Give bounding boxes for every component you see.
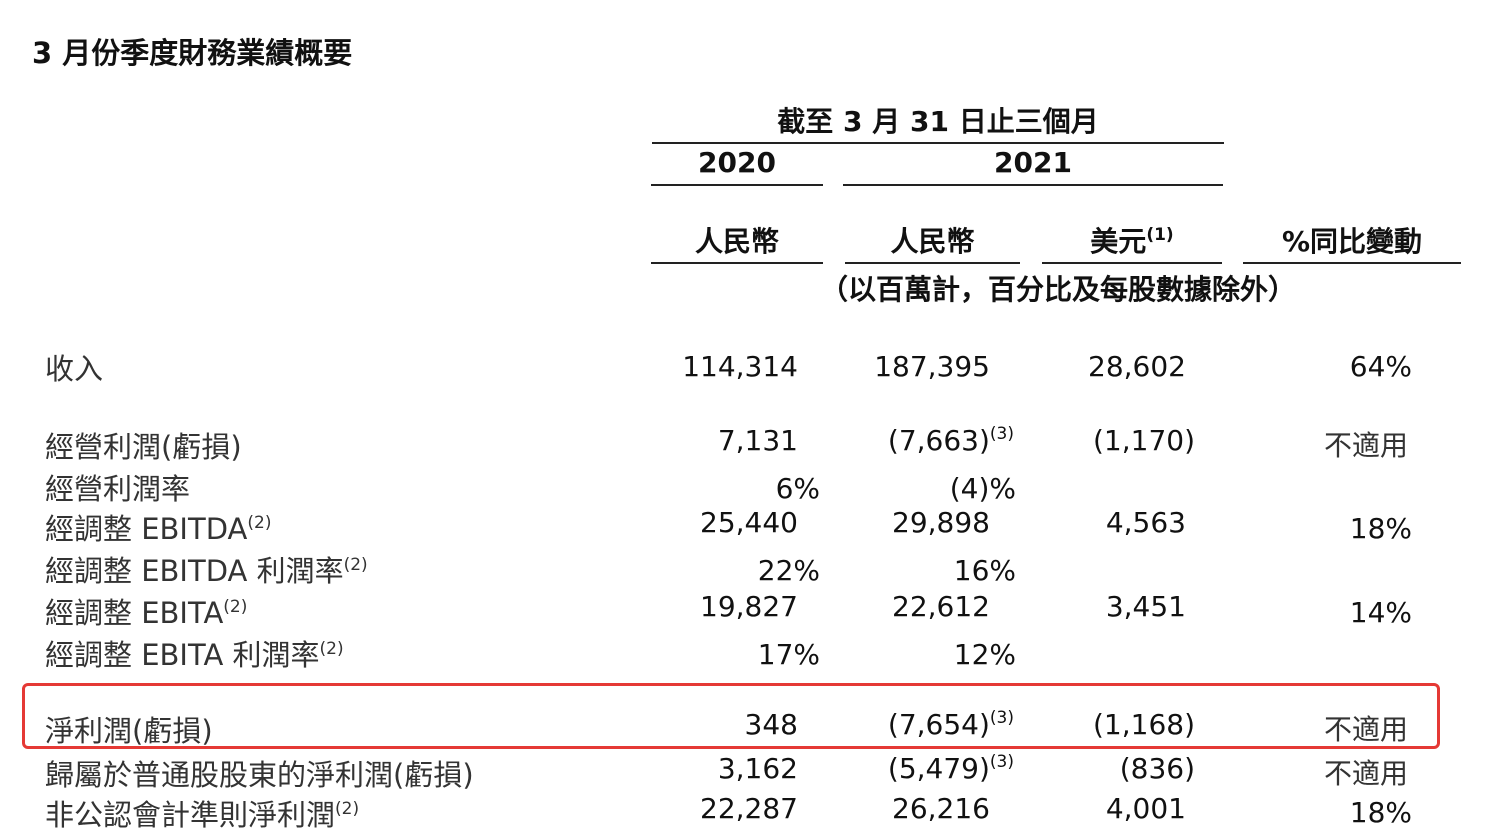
table-row-adjusted-ebita: 經調整 EBITA(2) 19,827 22,612 3,451 14% bbox=[0, 590, 1495, 630]
row-label: 歸屬於普通股股東的淨利潤(虧損) bbox=[45, 758, 474, 792]
year-2020-underline bbox=[651, 184, 823, 186]
row-label: 非公認會計準則淨利潤(2) bbox=[45, 792, 359, 834]
value-usd: 4,563 bbox=[1105, 506, 1186, 539]
value-2020: 3,162 bbox=[717, 752, 798, 785]
value-2021: (7,663)(3) bbox=[820, 424, 1014, 457]
table-row-net-profit: 淨利潤(虧損) 348 (7,654)(3) (1,168) 不適用 bbox=[0, 708, 1495, 748]
row-label-text: 經調整 EBITA 利潤率 bbox=[45, 638, 320, 672]
row-label-text: 非公認會計準則淨利潤 bbox=[45, 798, 336, 832]
value-usd: (1,168) bbox=[1092, 708, 1195, 741]
year-2021-header: 2021 bbox=[994, 146, 1072, 179]
col-header-usd-label: 美元 bbox=[1090, 225, 1147, 258]
col-header-yoy: %同比變動 bbox=[1281, 225, 1423, 258]
value-2020: 25,440 bbox=[700, 506, 798, 539]
value-2021: (7,654)(3) bbox=[820, 708, 1014, 741]
value-2021: 16% bbox=[953, 554, 1016, 587]
row-label-note: (2) bbox=[335, 799, 360, 819]
value-2021-note: (3) bbox=[989, 424, 1014, 444]
value-2021-note: (3) bbox=[989, 708, 1014, 728]
table-row-net-profit-to-shareholders: 歸屬於普通股股東的淨利潤(虧損) 3,162 (5,479)(3) (836) … bbox=[0, 752, 1495, 792]
period-header: 截至 3 月 31 日止三個月 bbox=[777, 105, 1099, 138]
row-label: 經調整 EBITDA 利潤率(2) bbox=[45, 548, 368, 590]
page-title: 3 月份季度財務業績概要 bbox=[32, 36, 353, 70]
value-2020: 22,287 bbox=[700, 792, 798, 825]
value-yoy: 不適用 bbox=[1323, 429, 1408, 462]
row-label: 經調整 EBITA 利潤率(2) bbox=[45, 632, 344, 674]
col-header-rmb-2021: 人民幣 bbox=[890, 225, 975, 258]
row-label: 經調整 EBITA(2) bbox=[45, 590, 247, 632]
highlight-box bbox=[22, 683, 1440, 749]
row-label-note: (2) bbox=[343, 555, 368, 575]
row-label-note: (2) bbox=[319, 639, 344, 659]
value-usd: (1,170) bbox=[1092, 424, 1195, 457]
value-usd: 4,001 bbox=[1105, 792, 1186, 825]
table-row-non-gaap-net-profit: 非公認會計準則淨利潤(2) 22,287 26,216 4,001 18% bbox=[0, 792, 1495, 832]
value-2020: 348 bbox=[744, 708, 798, 741]
value-2020: 6% bbox=[775, 472, 820, 505]
value-2021-number: (5,479) bbox=[887, 752, 990, 785]
value-2020: 114,314 bbox=[682, 350, 798, 383]
value-usd: 3,451 bbox=[1105, 590, 1186, 623]
row-label: 經調整 EBITDA(2) bbox=[45, 506, 271, 548]
value-2020: 22% bbox=[757, 554, 820, 587]
value-yoy: 不適用 bbox=[1323, 757, 1408, 790]
value-2021: 26,216 bbox=[892, 792, 990, 825]
value-2021-number: (7,663) bbox=[887, 424, 990, 457]
table-row-adjusted-ebitda-margin: 經調整 EBITDA 利潤率(2) 22% 16% bbox=[0, 548, 1495, 588]
col-header-rmb-2020: 人民幣 bbox=[694, 225, 779, 258]
value-usd: (836) bbox=[1119, 752, 1195, 785]
value-yoy: 64% bbox=[1349, 350, 1412, 383]
value-2021: 29,898 bbox=[892, 506, 990, 539]
value-2021-number: (7,654) bbox=[887, 708, 990, 741]
value-2021: (4)% bbox=[949, 472, 1016, 505]
value-2021-note: (3) bbox=[989, 752, 1014, 772]
col-underline-rmb-2021 bbox=[845, 262, 1020, 264]
col-underline-rmb-2020 bbox=[651, 262, 823, 264]
row-label-text: 經調整 EBITDA 利潤率 bbox=[45, 554, 344, 588]
value-yoy: 不適用 bbox=[1323, 713, 1408, 746]
row-label: 經營利潤率 bbox=[45, 472, 191, 506]
value-2021: 187,395 bbox=[874, 350, 990, 383]
table-row-operating-margin: 經營利潤率 6% (4)% bbox=[0, 466, 1495, 506]
row-label-text: 經調整 EBITA bbox=[45, 596, 224, 630]
table-row-adjusted-ebitda: 經調整 EBITDA(2) 25,440 29,898 4,563 18% bbox=[0, 506, 1495, 546]
row-label-text: 經調整 EBITDA bbox=[45, 512, 248, 546]
value-2021: 12% bbox=[953, 638, 1016, 671]
value-2020: 17% bbox=[757, 638, 820, 671]
value-2020: 7,131 bbox=[717, 424, 798, 457]
col-underline-usd bbox=[1042, 262, 1222, 264]
value-2020: 19,827 bbox=[700, 590, 798, 623]
year-2020-header: 2020 bbox=[698, 146, 776, 179]
row-label: 經營利潤(虧損) bbox=[45, 430, 242, 464]
year-2021-underline bbox=[843, 184, 1223, 186]
col-header-usd: 美元(1) bbox=[1042, 220, 1222, 260]
row-label: 淨利潤(虧損) bbox=[45, 714, 213, 748]
row-label-note: (2) bbox=[223, 597, 248, 617]
value-2021: (5,479)(3) bbox=[820, 752, 1014, 785]
row-label: 收入 bbox=[45, 352, 104, 386]
table-row-adjusted-ebita-margin: 經調整 EBITA 利潤率(2) 17% 12% bbox=[0, 632, 1495, 672]
value-yoy: 18% bbox=[1349, 512, 1412, 545]
value-yoy: 14% bbox=[1349, 596, 1412, 629]
value-2021: 22,612 bbox=[892, 590, 990, 623]
period-underline bbox=[652, 142, 1224, 144]
value-usd: 28,602 bbox=[1088, 350, 1186, 383]
table-row-operating-profit: 經營利潤(虧損) 7,131 (7,663)(3) (1,170) 不適用 bbox=[0, 424, 1495, 464]
table-row-revenue: 收入 114,314 187,395 28,602 64% bbox=[0, 346, 1495, 386]
col-header-usd-note: (1) bbox=[1146, 225, 1174, 245]
col-underline-yoy bbox=[1243, 262, 1461, 264]
unit-note: （以百萬計，百分比及每股數據除外） bbox=[820, 273, 1297, 306]
row-label-note: (2) bbox=[247, 513, 272, 533]
value-yoy: 18% bbox=[1349, 796, 1412, 829]
